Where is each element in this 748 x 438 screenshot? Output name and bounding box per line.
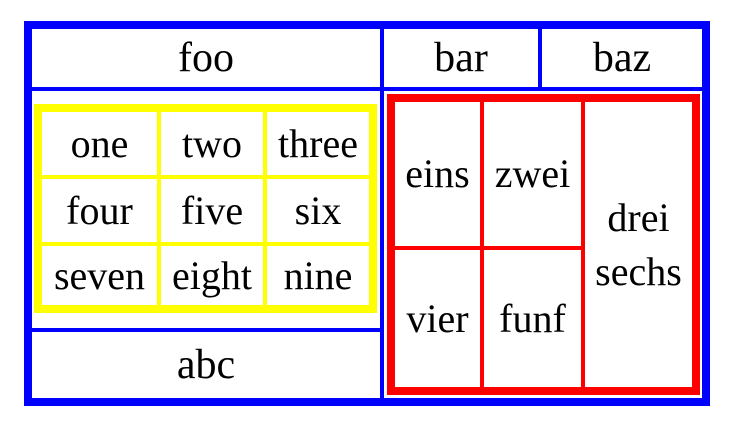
yellow-nested-table — [34, 104, 377, 313]
yellow-cell-text: six — [294, 187, 342, 233]
cell-foo: foo — [28, 25, 384, 91]
yellow-cell-2-3: six — [263, 175, 373, 246]
cell-bar: bar — [380, 25, 542, 91]
red-cell-text-sechs: sechs — [595, 248, 682, 294]
cell-foo-text: foo — [178, 35, 234, 81]
yellow-cell-text: five — [180, 187, 244, 233]
red-cell-text: eins — [405, 151, 470, 196]
yellow-cell-text: two — [182, 120, 242, 166]
yellow-cell-3-2: eight — [157, 242, 267, 309]
yellow-cell-3-3: nine — [263, 242, 373, 309]
yellow-cell-1-3: three — [263, 108, 373, 179]
red-cell-eins: eins — [391, 98, 484, 250]
yellow-cell-3-1: seven — [38, 242, 161, 309]
right-nested-container — [380, 87, 706, 402]
yellow-cell-text: eight — [172, 252, 252, 298]
cell-bar-text: bar — [434, 35, 488, 81]
yellow-cell-text: seven — [53, 252, 146, 298]
red-cell-drei-sechs: drei sechs — [581, 98, 696, 391]
red-cell-vier: vier — [391, 246, 484, 391]
yellow-cell-2-1: four — [38, 175, 161, 246]
red-cell-funf: funf — [480, 246, 585, 391]
red-nested-table — [387, 94, 700, 395]
yellow-cell-text: one — [70, 120, 129, 166]
yellow-cell-1-1: one — [38, 108, 161, 179]
yellow-cell-1-2: two — [157, 108, 267, 179]
yellow-cell-text: nine — [283, 252, 353, 298]
red-cell-text-drei: drei — [607, 194, 670, 240]
red-cell-zwei: zwei — [480, 98, 585, 250]
yellow-cell-text: three — [278, 120, 358, 166]
yellow-cell-2-2: five — [157, 175, 267, 246]
red-cell-text: zwei — [494, 151, 571, 196]
red-cell-text: vier — [406, 295, 469, 341]
red-cell-text: funf — [499, 295, 566, 341]
yellow-cell-text: four — [66, 187, 133, 233]
cell-abc: abc — [28, 328, 384, 402]
cell-baz-text: baz — [592, 35, 652, 81]
cell-abc-text: abc — [176, 342, 236, 388]
cell-baz: baz — [538, 25, 706, 91]
outer-table — [24, 21, 710, 406]
